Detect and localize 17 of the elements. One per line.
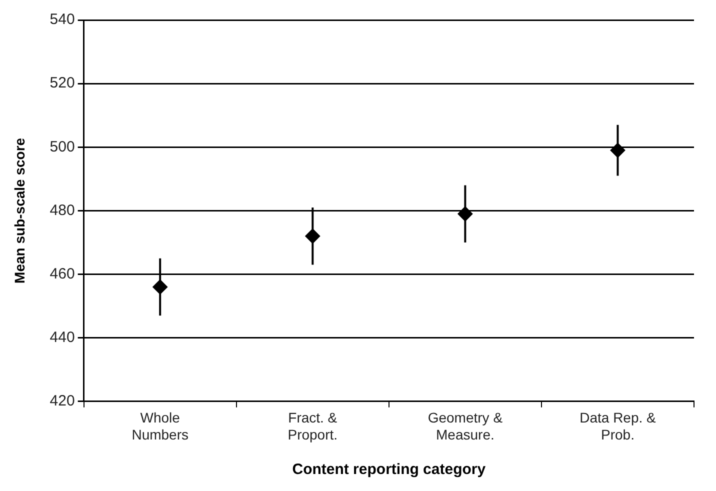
category-label: Geometry & xyxy=(428,410,503,426)
y-axis-title: Mean sub-scale score xyxy=(11,138,28,284)
category-label: Prob. xyxy=(600,426,634,442)
category-label: Data Rep. & xyxy=(580,410,656,426)
y-tick-label: 520 xyxy=(50,74,75,92)
y-tick-label: 500 xyxy=(50,138,75,156)
y-tick-label: 440 xyxy=(50,328,75,346)
category-label: Measure. xyxy=(436,426,494,442)
category-label: Proport. xyxy=(288,426,338,442)
y-tick-label: 420 xyxy=(50,392,75,410)
x-axis-title: Content reporting category xyxy=(292,461,486,478)
y-tick-label: 480 xyxy=(50,202,75,219)
category-label: Whole xyxy=(140,410,180,426)
category-label: Fract. & xyxy=(288,410,338,426)
y-tick-label: 540 xyxy=(50,11,75,28)
category-label: Numbers xyxy=(132,426,188,442)
y-tick-label: 460 xyxy=(50,265,75,282)
